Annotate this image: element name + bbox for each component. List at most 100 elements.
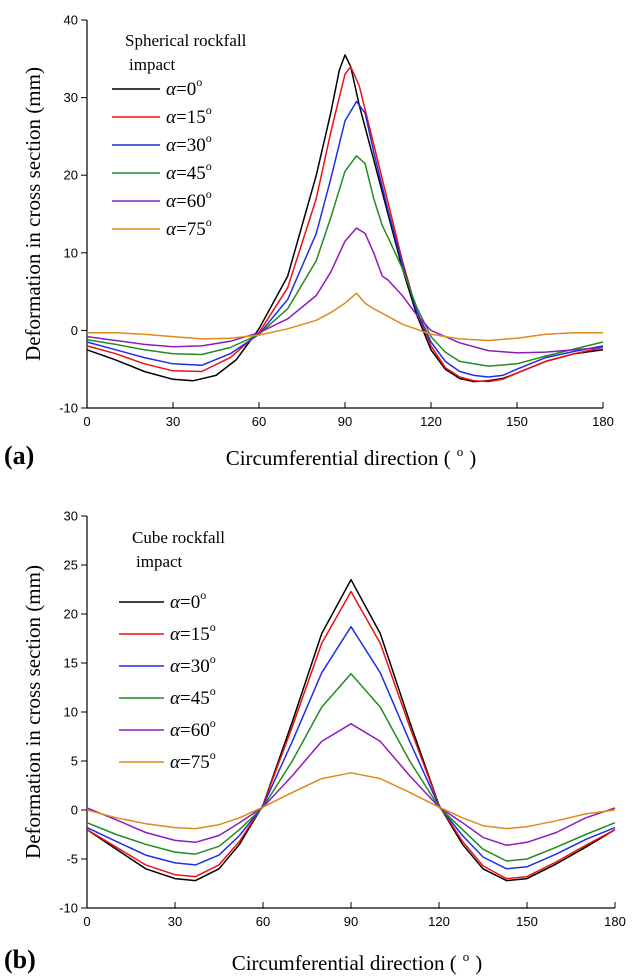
chart-panel-2: 0 30 60 90 120 150 180 -10 -5 0 5 10 15 20 25 30 Deforma… [4,509,626,976]
y-tick-label: 25 [64,558,78,573]
legend-degree: o [210,716,216,730]
legend-value: =0 [176,79,196,100]
x-axis-title-close: ) [469,446,476,470]
legend-alpha: α [170,752,181,773]
y-axis-title: Deformation in cross section (mm) [21,565,45,859]
x-tick-label: 90 [344,914,358,929]
legend-label: α=0o [166,75,202,100]
y-tick-label: 40 [64,13,78,28]
x-tick-label: 30 [166,414,180,429]
x-tick-label: 0 [83,414,90,429]
y-tick-label: 10 [64,245,78,260]
series-line-2 [86,65,604,383]
legend-value: =45 [176,163,206,184]
series-line-2 [86,590,616,880]
annotation-line: impact [136,552,183,571]
series-line-1 [86,578,616,882]
series-line-1 [86,54,604,383]
x-axis-title: Circumferential direction (o) [232,949,483,975]
series-line-5 [86,227,604,354]
x-tick-label: 120 [420,414,442,429]
series-line-4 [86,155,604,367]
legend-value: =30 [176,135,206,156]
legend-value: =75 [180,752,210,773]
x-tick-label: 150 [516,914,538,929]
legend-degree: o [206,215,212,229]
legend-degree: o [206,131,212,145]
series-line-6 [87,292,603,342]
legend-degree: o [210,684,216,698]
y-tick-label: -10 [59,901,78,916]
y-tick-label: 5 [71,754,78,769]
legend-degree: o [210,652,216,666]
panel-label: (b) [4,945,36,974]
y-tick-label: -10 [59,401,78,416]
legend-degree: o [210,748,216,762]
legend-label: α=75o [170,748,216,773]
series-line-3 [86,100,604,378]
annotation-line: impact [129,55,176,74]
legend-label: α=30o [166,131,212,156]
legend-value: =0 [180,592,200,613]
y-axis-title: Deformation in cross section (mm) [21,67,45,361]
chart-panel-1: 0 30 60 90 120 150 180 -10 0 10 20 30 40 Deformation … [4,13,614,471]
legend-degree: o [196,75,202,89]
legend-label: α=60o [166,187,212,212]
series-line-6 [86,772,616,830]
y-tick-label: 0 [71,323,78,338]
x-tick-label: 180 [592,414,614,429]
legend-value: =30 [180,656,210,677]
annotation-line: Cube rockfall [132,528,225,547]
legend-alpha: α [170,688,181,709]
legend-degree: o [210,620,216,634]
legend-label: α=30o [170,652,216,677]
legend-value: =45 [180,688,210,709]
x-tick-label: 150 [506,414,528,429]
legend-value: =75 [176,219,206,240]
legend-alpha: α [166,219,177,240]
legend-label: α=15o [170,620,216,645]
x-tick-label: 180 [604,914,626,929]
x-tick-label: 120 [428,914,450,929]
x-axis-title: Circumferential direction ( o) [226,444,477,470]
legend-value: =15 [176,107,206,128]
x-tick-label: 0 [83,914,90,929]
legend-label: α=45o [170,684,216,709]
series-line-5 [86,723,616,847]
x-axis-title-degree: o [463,949,470,964]
legend-degree: o [200,588,206,602]
legend-value: =60 [176,191,206,212]
x-axis-title-degree: o [457,444,464,459]
legend-alpha: α [170,656,181,677]
y-tick-label: -5 [66,852,78,867]
y-tick-label: 15 [64,656,78,671]
x-tick-label: 30 [168,914,182,929]
y-tick-label: 0 [71,803,78,818]
x-axis-title-text: Circumferential direction ( [226,446,451,470]
legend-label: α=0o [170,588,206,613]
panel-label: (a) [4,441,34,470]
series-line-4 [86,673,616,862]
x-axis-title-text: Circumferential direction ( [232,951,457,975]
legend-degree: o [206,103,212,117]
legend-alpha: α [170,592,181,613]
legend-degree: o [206,187,212,201]
legend-alpha: α [166,191,177,212]
y-tick-label: 30 [64,90,78,105]
legend-alpha: α [166,107,177,128]
y-tick-label: 30 [64,509,78,524]
y-tick-label: 10 [64,705,78,720]
legend-alpha: α [170,624,181,645]
x-tick-label: 90 [338,414,352,429]
legend-alpha: α [166,79,177,100]
legend-label: α=45o [166,159,212,184]
annotation-line: Spherical rockfall [125,31,247,50]
legend-value: =60 [180,720,210,741]
series-line-3 [86,625,616,870]
x-tick-label: 60 [252,414,266,429]
legend-value: =15 [180,624,210,645]
legend-alpha: α [170,720,181,741]
